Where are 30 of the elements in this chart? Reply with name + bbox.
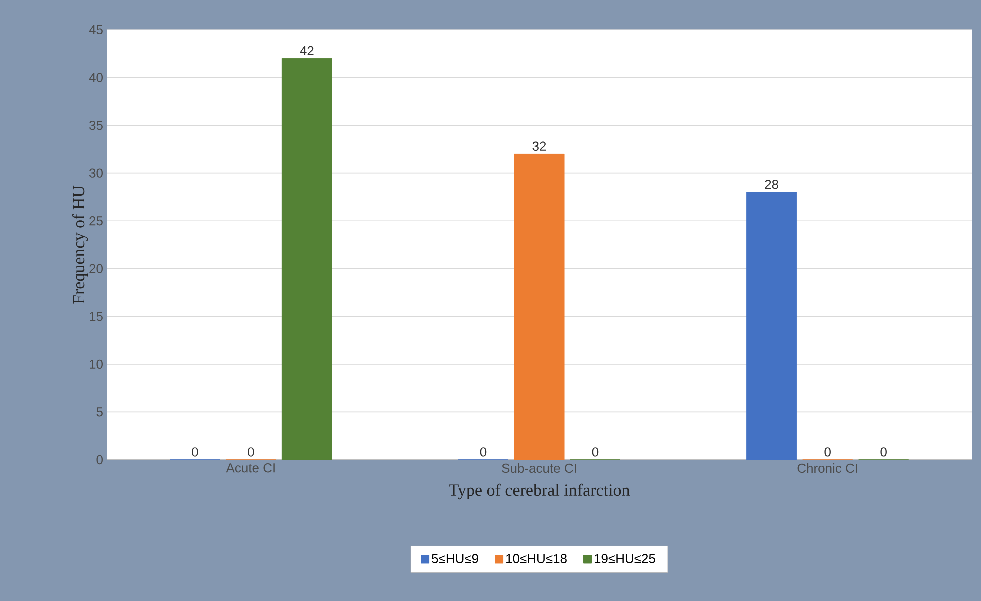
x-tick-label: Acute CI xyxy=(226,464,275,473)
y-tick-label: 5 xyxy=(96,408,103,417)
y-tick-label: 30 xyxy=(90,168,103,178)
data-label: 0 xyxy=(880,448,887,457)
y-tick-label: 0 xyxy=(96,455,103,465)
y-tick-label: 25 xyxy=(90,216,103,226)
data-label: 28 xyxy=(765,180,778,190)
data-label: 0 xyxy=(192,448,198,457)
data-label: 0 xyxy=(592,448,599,457)
data-label: 42 xyxy=(300,46,314,56)
y-tick-label: 40 xyxy=(89,73,103,82)
data-label: 32 xyxy=(532,142,546,152)
bar xyxy=(514,154,565,460)
data-label: 0 xyxy=(480,448,487,457)
data-label: 0 xyxy=(248,448,254,457)
y-tick-label: 45 xyxy=(89,25,103,35)
y-tick-label: 10 xyxy=(90,360,103,370)
legend-label: 5≤HU≤9 xyxy=(432,554,478,564)
legend-label: 10≤HU≤18 xyxy=(506,554,567,564)
y-axis-title: Frequency of HU xyxy=(72,186,88,304)
x-axis-title: Type of cerebral infarction xyxy=(449,484,630,500)
legend-label: 19≤HU≤25 xyxy=(594,554,656,564)
bar xyxy=(282,58,332,460)
bar xyxy=(746,192,798,460)
data-label: 0 xyxy=(824,448,831,457)
y-tick-label: 20 xyxy=(90,264,103,274)
y-tick-label: 15 xyxy=(90,312,103,322)
x-tick-label: Chronic CI xyxy=(798,464,858,474)
y-tick-label: 35 xyxy=(90,120,103,130)
x-tick-label: Sub-acute CI xyxy=(502,464,576,474)
